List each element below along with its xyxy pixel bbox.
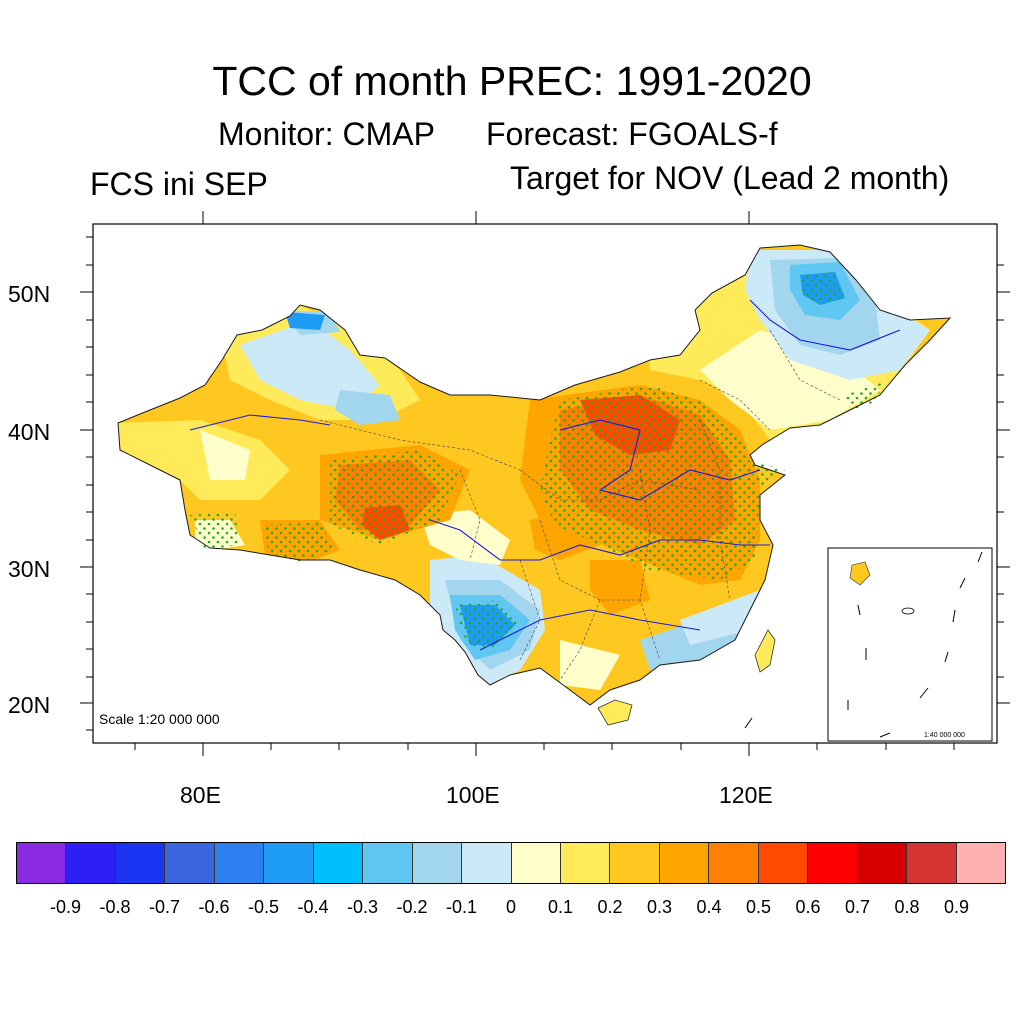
colorbar-box-19 bbox=[956, 843, 1006, 883]
significance-stipple bbox=[190, 272, 890, 648]
colorbar-tick-label: -0.6 bbox=[198, 897, 230, 917]
colorbar-tick-label: 0 bbox=[505, 897, 517, 917]
forecast-subtitle: Forecast: FGOALS-f bbox=[486, 116, 778, 152]
inset-hainan bbox=[849, 561, 871, 586]
lat-label-50n: 50N bbox=[8, 281, 51, 307]
colorbar-tick-label: 0.4 bbox=[696, 897, 722, 917]
colorbar-box-9 bbox=[462, 843, 512, 883]
lon-label-80e: 80E bbox=[180, 782, 221, 808]
colorbar-tick-label: -0.3 bbox=[346, 897, 379, 917]
lat-label-20n: 20N bbox=[8, 692, 51, 718]
monitor-subtitle: Monitor: CMAP bbox=[218, 116, 435, 152]
inset-dash-line bbox=[847, 551, 983, 738]
colorbar-tick-label: -0.4 bbox=[297, 897, 329, 917]
colorbar-tick-label: -0.1 bbox=[445, 897, 478, 917]
colorbar-tick-label: -0.5 bbox=[247, 897, 280, 917]
colorbar-box-3 bbox=[165, 843, 215, 883]
colorbar-box-16 bbox=[808, 843, 858, 883]
colorbar-tick-label: 0.1 bbox=[547, 897, 574, 917]
colorbar-box-15 bbox=[758, 843, 809, 883]
chart-title: TCC of month PREC: 1991-2020 bbox=[212, 58, 812, 104]
colorbar-labels: -0.9 -0.8 -0.7 -0.6 -0.5 -0.4 -0.3 -0.2 -0.1 0 0.1… bbox=[16, 897, 1006, 921]
colorbar-box-18 bbox=[907, 843, 957, 883]
hainan-island bbox=[597, 699, 633, 726]
colorbar-box-17 bbox=[857, 843, 908, 883]
colorbar-tick-label: 0.7 bbox=[844, 897, 871, 917]
rivers bbox=[189, 299, 901, 651]
init-label: FCS ini SEP bbox=[90, 166, 268, 202]
colorbar-box-12 bbox=[610, 843, 660, 883]
colorbar-tick-label: 0.5 bbox=[745, 897, 772, 917]
lon-label-120e: 120E bbox=[719, 782, 773, 808]
colorbar-box-10 bbox=[511, 843, 561, 883]
x-axis-ticks bbox=[134, 211, 955, 756]
lat-label-40n: 40N bbox=[8, 419, 51, 445]
colorbar-box-14 bbox=[709, 843, 759, 883]
lon-label-100e: 100E bbox=[446, 782, 500, 808]
colorbar-box-0 bbox=[17, 843, 67, 883]
colorbar-box-5 bbox=[264, 843, 314, 883]
inset-scale-label: 1:40 000 000 bbox=[924, 732, 965, 739]
colorbar-box-2 bbox=[115, 843, 166, 883]
colorbar-box-6 bbox=[313, 843, 364, 883]
taiwan-island bbox=[754, 629, 776, 673]
scale-label: Scale 1:20 000 000 bbox=[99, 711, 220, 727]
colorbar-tick-label: 0.6 bbox=[795, 897, 821, 917]
colorbar-tick-label: -0.9 bbox=[49, 897, 82, 917]
colorbar-box-8 bbox=[412, 843, 463, 883]
colorbar-box-4 bbox=[214, 843, 265, 883]
colorbar-box-13 bbox=[659, 843, 710, 883]
colorbar bbox=[16, 842, 1006, 884]
colorbar-box-1 bbox=[66, 843, 116, 883]
colorbar-tick-label: -0.7 bbox=[148, 897, 181, 917]
colorbar-tick-label: 0.3 bbox=[646, 897, 673, 917]
colorbar-tick-label: 0.8 bbox=[894, 897, 920, 917]
province-borders bbox=[319, 329, 841, 681]
colorbar-tick-label: -0.8 bbox=[99, 897, 131, 917]
target-label: Target for NOV (Lead 2 month) bbox=[510, 160, 950, 196]
y-axis-ticks bbox=[80, 236, 1010, 731]
china-border bbox=[117, 244, 952, 706]
colorbar-box-7 bbox=[363, 843, 413, 883]
lat-label-30n: 30N bbox=[8, 556, 51, 582]
colorbar-tick-label: 0.9 bbox=[943, 897, 970, 917]
colorbar-tick-label: 0.2 bbox=[597, 897, 623, 917]
colorbar-tick-label: -0.2 bbox=[396, 897, 428, 917]
colorbar-box-11 bbox=[560, 843, 611, 883]
